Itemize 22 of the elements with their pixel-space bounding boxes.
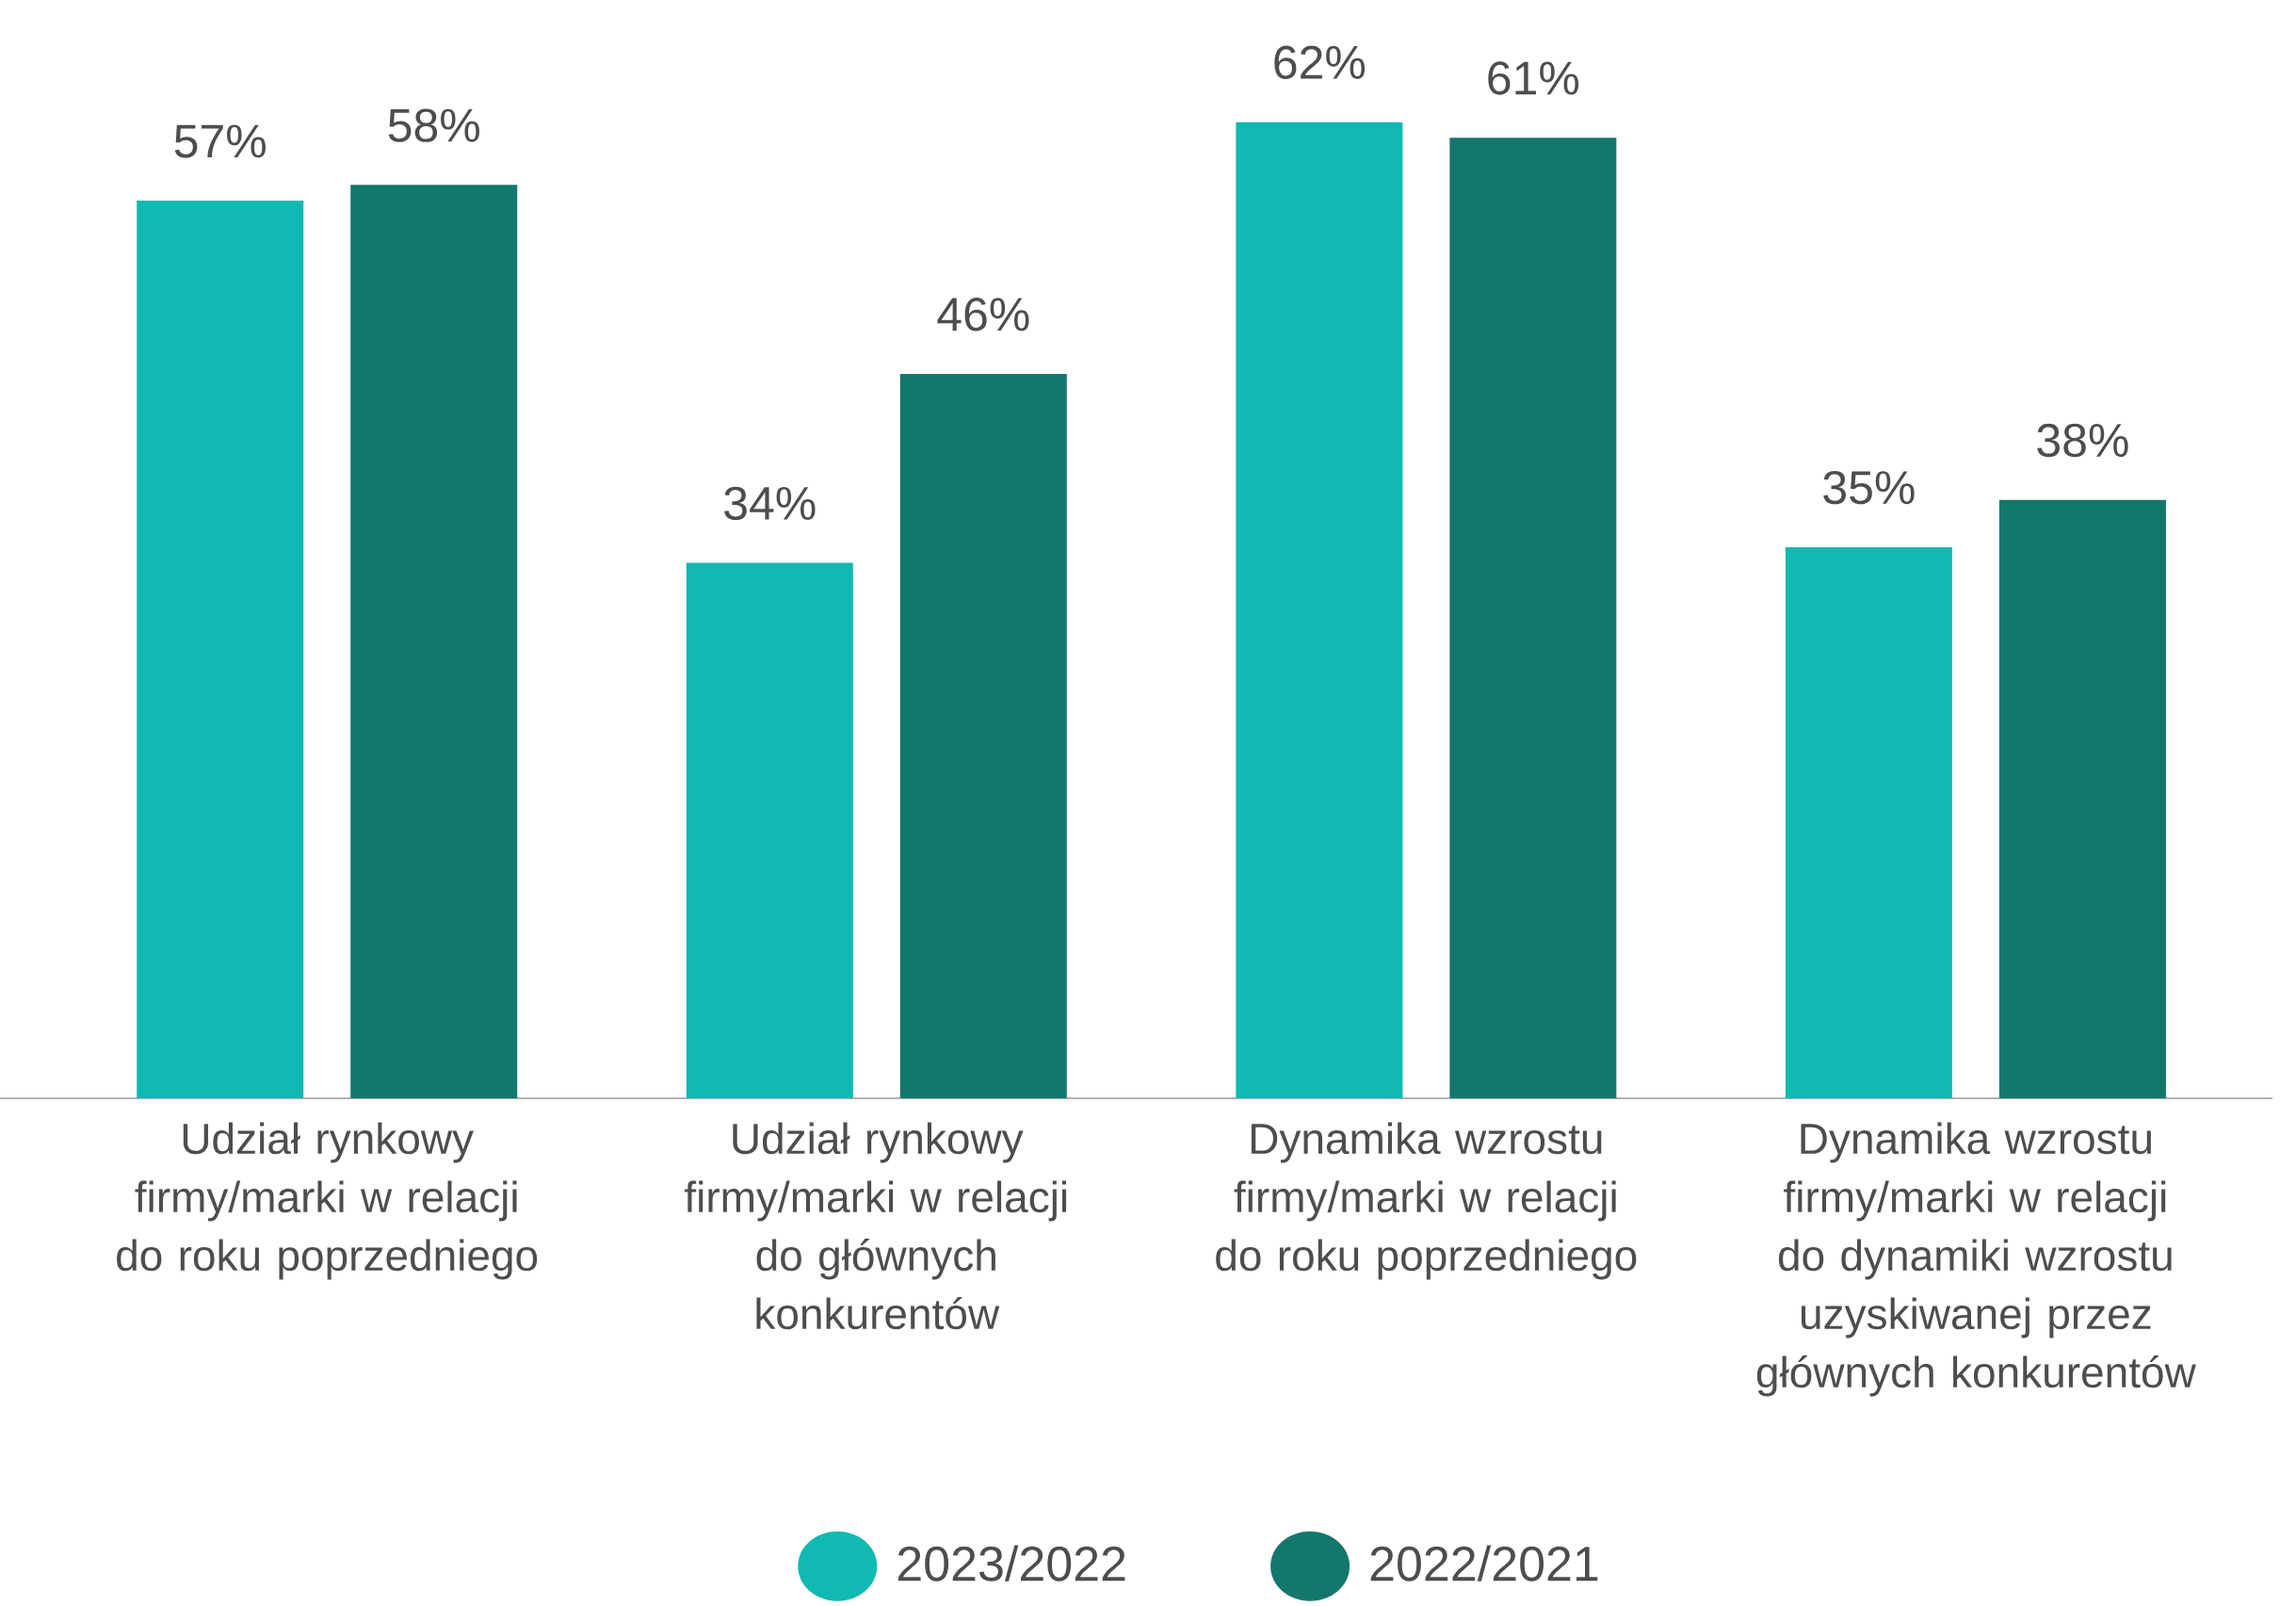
x-tick-label: Udział rynkowy firmy/marki w relacji do roku poprzedniego: [117, 1122, 538, 1280]
x-tick-label: Udział rynkowy firmy/marki w relacji do głównych konkurentów: [685, 1122, 1067, 1330]
bar: [686, 562, 853, 1098]
legend-label: 2023/2022: [897, 1545, 1125, 1582]
x-tick-label: Dynamika wzrostu firmy/marki w relacji do dynamiki wzrostu uzyskiwanej przez głównych konkurentów: [1756, 1122, 2196, 1397]
bar: [137, 201, 304, 1098]
data-label: 46%: [937, 298, 1029, 332]
bar: [1785, 546, 1952, 1098]
data-label: 62%: [1274, 45, 1366, 79]
data-label: 57%: [174, 124, 266, 158]
bar: [350, 185, 518, 1098]
bar: [1449, 138, 1617, 1098]
data-label: 61%: [1488, 61, 1579, 95]
legend-label: 2022/2021: [1370, 1545, 1598, 1582]
data-label: 58%: [388, 108, 479, 142]
data-label: 35%: [1823, 470, 1915, 505]
bar: [899, 373, 1067, 1098]
x-tick-label: Dynamika wzrostu firmy/marki w relacji do roku poprzedniego: [1216, 1122, 1637, 1280]
data-label: 34%: [724, 486, 816, 521]
bar: [1998, 499, 2166, 1098]
data-label: 38%: [2037, 423, 2128, 458]
bar: [1236, 122, 1403, 1098]
